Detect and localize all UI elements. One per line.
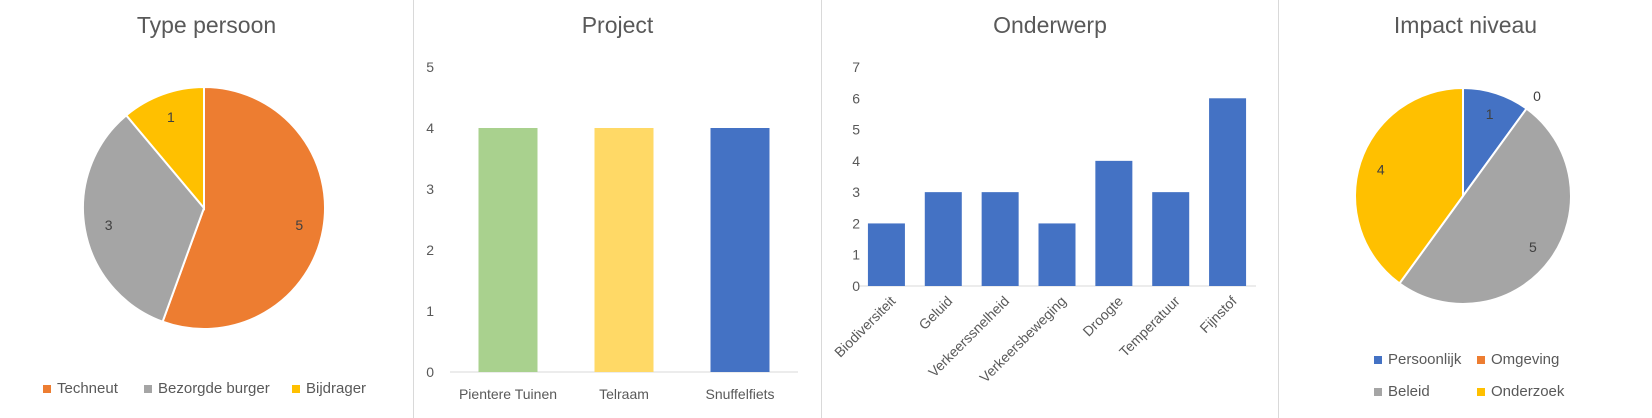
panel-divider (821, 0, 822, 418)
pie-chart-impact-niveau: 1 0 5 4 (1354, 86, 1572, 305)
panel-divider (1278, 0, 1279, 418)
legend-label: Beleid (1388, 383, 1430, 400)
chart-panel-type-persoon: Type persoon 5 3 1 Techneut Bezorgde burger… (0, 0, 413, 418)
legend-label: Onderzoek (1491, 383, 1565, 400)
y-tick-label: 5 (852, 122, 860, 138)
legend-swatch (1477, 388, 1485, 397)
y-tick-label: 0 (426, 364, 434, 380)
y-tick-label: 3 (426, 181, 434, 197)
x-tick-label-pientere-tuinen: Pientere Tuinen (459, 386, 557, 402)
pie-slice-bijdrager (124, 85, 205, 211)
bar-chart-project: 0 1 2 3 4 5 Pientere Tuinen Telraam Snuffelfiets (426, 59, 798, 402)
legend-item-bezorgde-burger: Bezorgde burger (144, 380, 270, 397)
y-tick-label: 3 (852, 184, 860, 200)
legend-label: Omgeving (1491, 351, 1560, 368)
legend-swatch (1374, 388, 1382, 397)
x-tick-label-fijnstof: Fijnstof (1196, 293, 1239, 336)
legend-swatch (1374, 356, 1382, 365)
bar-fijnstof (1209, 98, 1247, 287)
legend-label: Persoonlijk (1388, 351, 1462, 368)
bar-snuffelfiets (710, 128, 770, 372)
legend-item-omgeving: Omgeving (1477, 351, 1559, 368)
legend-item-bijdrager: Bijdrager (292, 380, 366, 397)
bar-pientere-tuinen (478, 128, 538, 372)
y-tick-label: 4 (852, 153, 860, 169)
bar-droogte (1095, 160, 1133, 286)
legend-item-techneut: Techneut (43, 380, 118, 397)
y-tick-label: 0 (852, 278, 860, 294)
legend-swatch (1477, 356, 1485, 365)
x-tick-label-temperatuur: Temperatuur (1116, 293, 1183, 360)
legend-item-onderzoek: Onderzoek (1477, 383, 1564, 400)
data-label-persoonlijk: 1 (1486, 106, 1494, 122)
pie-slice-techneut (161, 85, 326, 330)
data-label-omgeving: 0 (1533, 88, 1541, 104)
pie-slice-onderzoek (1354, 86, 1464, 285)
legend-swatch (144, 385, 152, 394)
chart-title: Project (581, 12, 654, 38)
x-tick-label-geluid: Geluid (915, 293, 955, 333)
bar-biodiversiteit (867, 223, 905, 286)
y-tick-label: 2 (426, 242, 434, 258)
legend-label: Bijdrager (306, 380, 367, 397)
pie-slice-bezorgde-burger (82, 113, 206, 323)
x-tick-label-droogte: Droogte (1079, 293, 1126, 340)
x-tick-label-telraam: Telraam (599, 386, 649, 402)
bar-geluid (924, 192, 962, 286)
panel-divider (413, 0, 414, 418)
chart-title: Impact niveau (1393, 12, 1538, 38)
y-tick-label: 1 (426, 303, 434, 319)
chart-title: Onderwerp (993, 12, 1107, 38)
pie-slice-beleid (1398, 107, 1572, 305)
data-label-bijdrager: 1 (167, 109, 175, 125)
data-label-beleid: 5 (1529, 239, 1537, 255)
pie-chart-type-persoon: 5 3 1 (82, 85, 326, 330)
legend-item-beleid: Beleid (1374, 383, 1430, 400)
bar-temperatuur (1152, 192, 1190, 286)
bar-verkeerssnelheid (981, 192, 1019, 286)
y-tick-label: 2 (852, 215, 860, 231)
chart-panel-impact-niveau: Impact niveau 1 0 5 4 Persoonlijk Omgeving Be… (1279, 0, 1652, 418)
y-tick-label: 6 (852, 90, 860, 106)
data-label-techneut: 5 (295, 217, 303, 233)
legend-swatch (43, 385, 51, 394)
chart-panel-onderwerp: Onderwerp 0 1 2 3 4 5 6 7 Biodiversiteit Geluid Ve… (822, 0, 1278, 418)
x-tick-label-snuffelfiets: Snuffelfiets (705, 386, 774, 402)
legend-item-persoonlijk: Persoonlijk (1374, 351, 1461, 368)
x-tick-label-biodiversiteit: Biodiversiteit (831, 293, 899, 361)
y-tick-label: 1 (852, 247, 860, 263)
legend-label: Bezorgde burger (158, 380, 270, 397)
y-tick-label: 5 (426, 59, 434, 75)
data-label-onderzoek: 4 (1377, 161, 1385, 177)
y-tick-label: 7 (852, 59, 860, 75)
legend-swatch (292, 385, 300, 394)
chart-title: Type persoon (136, 12, 277, 38)
chart-panel-project: Project 0 1 2 3 4 5 Pientere Tuinen Telraam Snuf… (414, 0, 821, 418)
data-label-bezorgde-burger: 3 (105, 217, 113, 233)
legend-label: Techneut (57, 380, 118, 397)
bar-verkeersbeweging (1038, 223, 1076, 286)
y-tick-label: 4 (426, 120, 434, 136)
bar-telraam (594, 128, 654, 372)
